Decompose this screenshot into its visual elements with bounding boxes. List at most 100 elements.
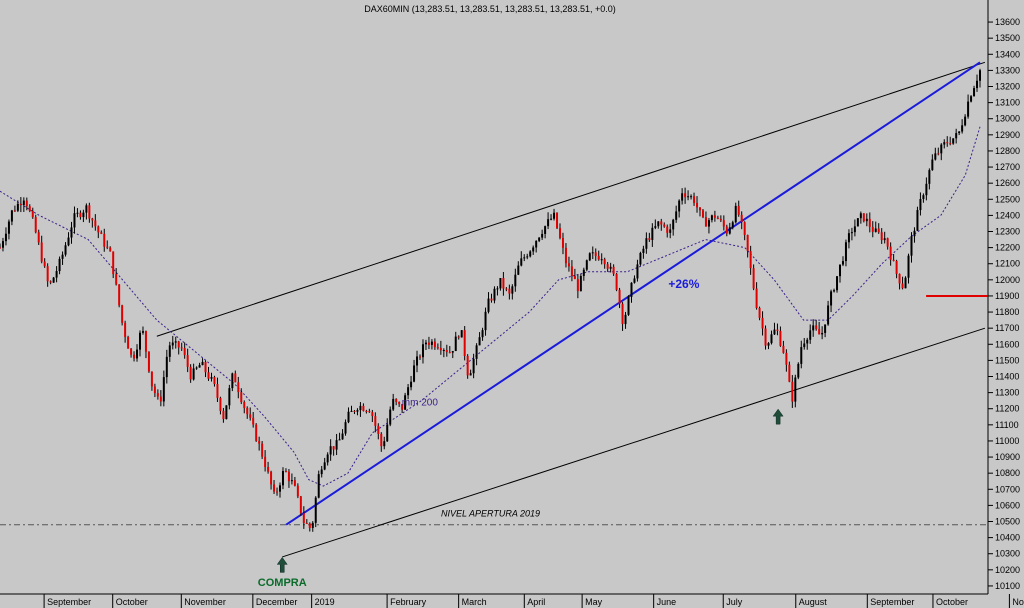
candle-body (276, 491, 279, 493)
candle-body (73, 213, 76, 228)
candle-body (573, 275, 576, 280)
candle-body (183, 348, 186, 356)
candle-body (874, 228, 877, 232)
y-tick-label: 10800 (995, 468, 1020, 478)
candle-body (326, 454, 329, 463)
candle-body (261, 443, 264, 457)
candle-body (156, 393, 159, 397)
candle-body (40, 242, 43, 262)
candle-body (955, 133, 958, 139)
candle-body (666, 226, 669, 233)
candle-body (267, 467, 270, 472)
x-tick-label: April (527, 597, 545, 607)
candle-body (883, 238, 886, 241)
candle-body (204, 361, 207, 373)
x-tick-label: December (256, 597, 298, 607)
candle-body (719, 218, 722, 221)
y-tick-label: 13100 (995, 98, 1020, 108)
y-tick-label: 12600 (995, 178, 1020, 188)
candle-body (189, 366, 192, 380)
gain-label: +26% (668, 277, 699, 291)
candle-body (258, 440, 261, 444)
candle-body (448, 352, 451, 354)
candle-body (609, 266, 612, 269)
trendline-2 (285, 61, 981, 526)
candle-body (475, 345, 478, 359)
candle-body (773, 329, 776, 335)
candle-body (43, 261, 46, 267)
candle-body (359, 405, 362, 411)
candle-body (136, 349, 139, 359)
candle-body (404, 395, 407, 410)
candle-body (466, 355, 469, 376)
candle-body (734, 205, 737, 223)
y-tick-label: 13000 (995, 114, 1020, 124)
y-tick-label: 13600 (995, 17, 1020, 27)
candle-body (821, 332, 824, 335)
candle-body (493, 288, 496, 301)
candle-body (392, 398, 395, 410)
candle-body (270, 471, 273, 485)
candle-body (457, 336, 460, 338)
candle-body (240, 392, 243, 403)
candle-body (678, 200, 681, 212)
candle-body (553, 212, 556, 219)
candle-body (651, 227, 654, 240)
candle-body (314, 497, 317, 523)
candle-body (669, 229, 672, 233)
candle-body (797, 363, 800, 378)
candle-body (594, 252, 597, 256)
candle-body (216, 384, 219, 398)
candle-body (213, 377, 216, 385)
candle-body (177, 341, 180, 348)
candle-body (13, 210, 16, 212)
candle-body (600, 259, 603, 261)
candle-body (171, 342, 174, 346)
candle-body (612, 266, 615, 274)
x-tick-label: May (585, 597, 603, 607)
candle-body (946, 142, 949, 144)
candle-body (94, 220, 97, 227)
candle-body (621, 303, 624, 325)
candle-body (636, 264, 639, 279)
candle-body (707, 220, 710, 227)
candle-body (407, 387, 410, 396)
candle-body (401, 404, 404, 410)
candle-body (389, 409, 392, 425)
y-tick-label: 11300 (995, 388, 1019, 398)
candle-body (484, 311, 487, 331)
candle-body (597, 255, 600, 260)
candle-body (49, 281, 52, 283)
candle-body (19, 203, 22, 206)
candle-body (481, 330, 484, 338)
y-tick-label: 11000 (995, 436, 1019, 446)
candle-body (564, 247, 567, 264)
candle-body (532, 247, 535, 252)
candle-body (856, 218, 859, 227)
candle-body (913, 230, 916, 237)
candle-body (898, 273, 901, 284)
candle-body (877, 228, 880, 233)
candle-body (871, 226, 874, 232)
candle-body (103, 233, 106, 247)
candle-body (225, 405, 228, 420)
candle-body (121, 305, 124, 323)
candle-body (436, 347, 439, 349)
candle-body (684, 193, 687, 198)
candle-body (341, 433, 344, 440)
candle-body (696, 202, 699, 208)
candle-body (0, 247, 1, 249)
candle-body (657, 221, 660, 227)
candle-body (642, 248, 645, 253)
ma-label: mm 200 (402, 398, 439, 409)
candle-body (839, 264, 841, 277)
candle-body (833, 290, 836, 292)
candle-body (46, 266, 49, 282)
candle-body (97, 226, 100, 233)
candle-body (243, 402, 246, 408)
candle-body (159, 396, 162, 402)
y-tick-label: 10400 (995, 533, 1020, 543)
candle-body (308, 523, 311, 529)
candle-body (55, 271, 58, 278)
candle-body (716, 217, 719, 219)
